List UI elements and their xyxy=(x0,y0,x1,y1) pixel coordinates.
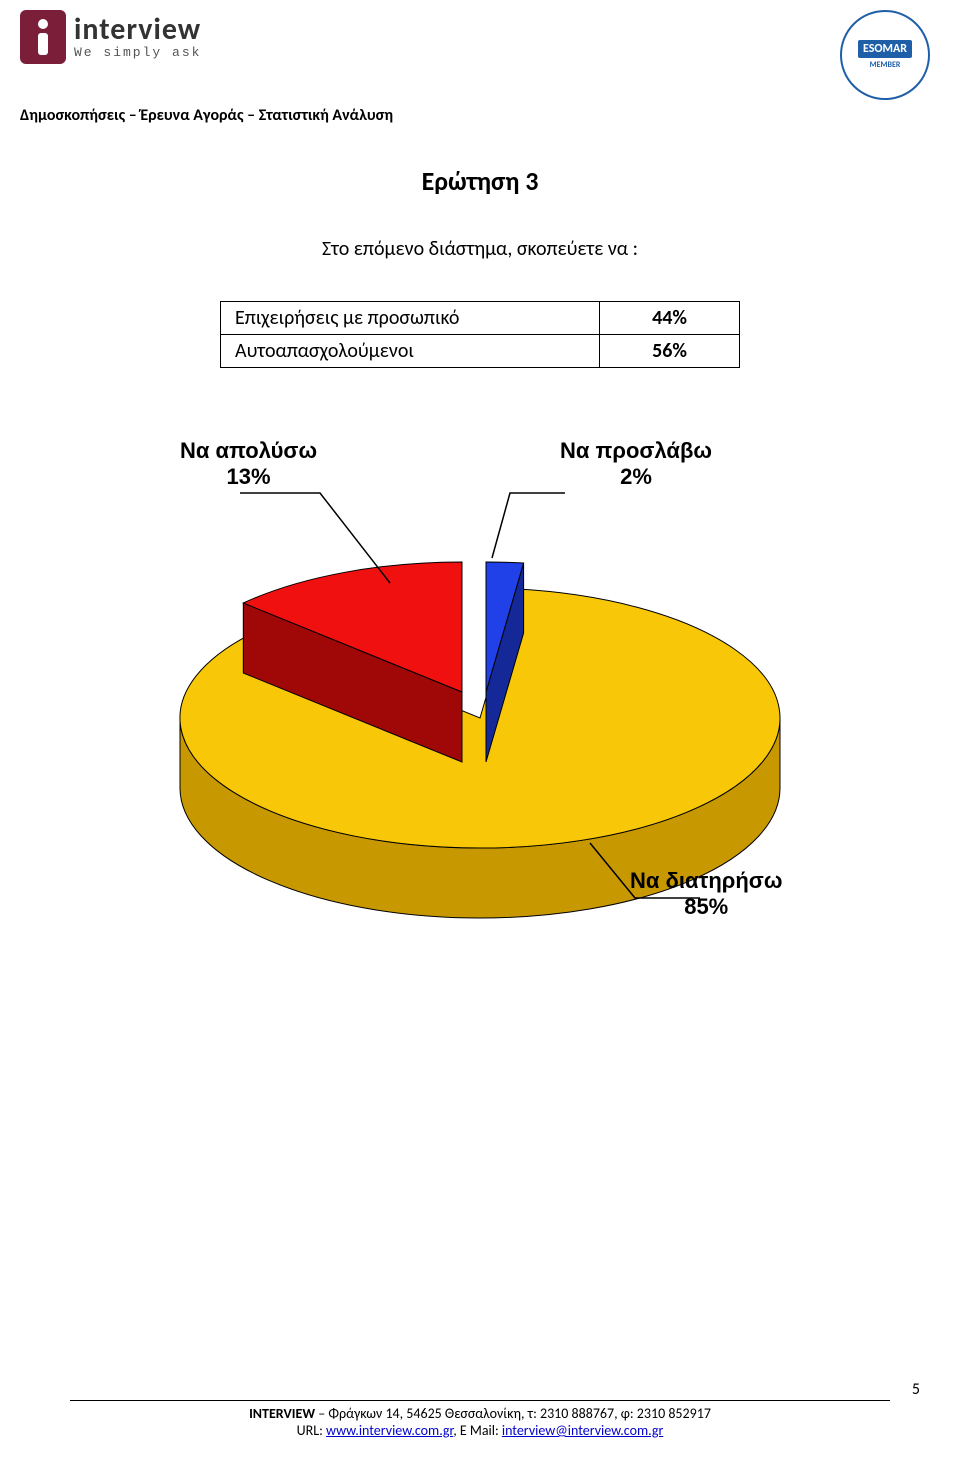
callout-fire-value: 13% xyxy=(180,464,317,490)
table-cell-label: Αυτοαπασχολούμενοι xyxy=(221,335,600,368)
footer-company: INTERVIEW xyxy=(249,1405,315,1422)
page-number: 5 xyxy=(912,1380,920,1399)
esomar-label: ESOMAR xyxy=(858,40,912,58)
callout-hire: Να προσλάβω 2% xyxy=(560,438,712,491)
question-title: Ερώτηση 3 xyxy=(80,165,880,197)
logo-block: interview We simply ask xyxy=(20,10,201,64)
callout-keep-label: Να διατηρήσω xyxy=(630,868,782,894)
page-footer: INTERVIEW – Φράγκων 14, 54625 Θεσσαλονίκ… xyxy=(0,1400,960,1439)
pie-chart: Να απολύσω 13% Να προσλάβω 2% Να διατηρή… xyxy=(90,438,870,958)
callout-fire-label: Να απολύσω xyxy=(180,438,317,464)
footer-line-1: INTERVIEW – Φράγκων 14, 54625 Θεσσαλονίκ… xyxy=(0,1405,960,1422)
footer-line-2: URL: www.interview.com.gr, E Mail: inter… xyxy=(0,1422,960,1439)
summary-table: Επιχειρήσεις με προσωπικό 44% Αυτοαπασχο… xyxy=(220,301,740,368)
main-content: Ερώτηση 3 Στο επόμενο διάστημα, σκοπεύετ… xyxy=(0,125,960,958)
callout-hire-label: Να προσλάβω xyxy=(560,438,712,464)
esomar-sub: MEMBER xyxy=(870,60,901,70)
footer-email-label: , E Mail: xyxy=(453,1422,502,1439)
callout-keep: Να διατηρήσω 85% xyxy=(630,868,782,921)
table-cell-value: 44% xyxy=(600,302,740,335)
callout-keep-value: 85% xyxy=(630,894,782,920)
table-row: Επιχειρήσεις με προσωπικό 44% xyxy=(221,302,740,335)
page-header: interview We simply ask ESOMAR MEMBER xyxy=(0,0,960,100)
brand-tagline: We simply ask xyxy=(74,45,201,60)
table-cell-label: Επιχειρήσεις με προσωπικό xyxy=(221,302,600,335)
table-row: Αυτοαπασχολούμενοι 56% xyxy=(221,335,740,368)
footer-email[interactable]: interview@interview.com.gr xyxy=(502,1422,663,1439)
callout-hire-value: 2% xyxy=(560,464,712,490)
question-text: Στο επόμενο διάστημα, σκοπεύετε να : xyxy=(80,237,880,261)
header-subtitle: Δημοσκοπήσεις – Έρευνα Αγοράς – Στατιστι… xyxy=(0,100,960,125)
callout-fire: Να απολύσω 13% xyxy=(180,438,317,491)
footer-address: – Φράγκων 14, 54625 Θεσσαλονίκη, τ: 2310… xyxy=(315,1405,711,1422)
table-cell-value: 56% xyxy=(600,335,740,368)
footer-rule xyxy=(70,1400,890,1401)
footer-url[interactable]: www.interview.com.gr xyxy=(326,1422,453,1439)
brand-name: interview xyxy=(74,15,201,45)
footer-url-label: URL: xyxy=(297,1422,326,1439)
esomar-badge: ESOMAR MEMBER xyxy=(840,10,930,100)
logo-i-icon xyxy=(20,10,66,64)
